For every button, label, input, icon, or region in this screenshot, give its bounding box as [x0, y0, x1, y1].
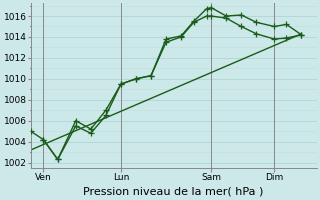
X-axis label: Pression niveau de la mer( hPa ): Pression niveau de la mer( hPa ) — [84, 187, 264, 197]
